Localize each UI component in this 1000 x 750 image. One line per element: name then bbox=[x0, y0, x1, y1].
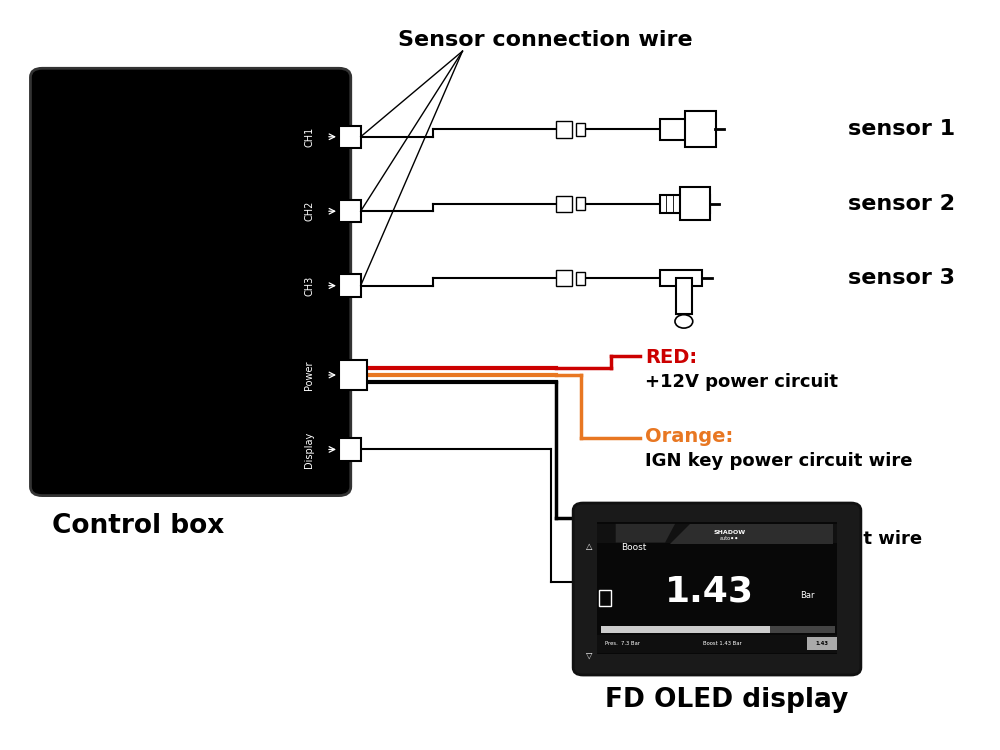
Text: IGN key power circuit wire: IGN key power circuit wire bbox=[645, 452, 913, 470]
Text: Sensor connection wire: Sensor connection wire bbox=[398, 30, 693, 50]
FancyBboxPatch shape bbox=[573, 503, 861, 675]
Text: FD OLED display: FD OLED display bbox=[605, 687, 849, 713]
Bar bbox=[576, 197, 585, 210]
Bar bbox=[339, 438, 361, 460]
Bar bbox=[339, 274, 361, 297]
Text: RED:: RED: bbox=[645, 349, 697, 368]
Text: SHADOW: SHADOW bbox=[714, 530, 746, 535]
Text: sensor 3: sensor 3 bbox=[848, 268, 955, 288]
Bar bbox=[807, 637, 837, 650]
Circle shape bbox=[675, 315, 693, 328]
Text: 1.43: 1.43 bbox=[665, 575, 754, 609]
Text: ▽: ▽ bbox=[586, 651, 592, 660]
Bar bbox=[556, 196, 572, 212]
Text: CH3: CH3 bbox=[304, 275, 314, 296]
Bar bbox=[601, 626, 770, 633]
Text: +12V power circuit: +12V power circuit bbox=[645, 374, 838, 392]
Text: Boost: Boost bbox=[621, 543, 646, 552]
Bar bbox=[597, 524, 837, 542]
Bar bbox=[685, 112, 716, 147]
Bar bbox=[339, 125, 361, 148]
Text: Power: Power bbox=[304, 360, 314, 390]
Text: Bar: Bar bbox=[801, 591, 815, 600]
Text: Pres.  7.3 Bar: Pres. 7.3 Bar bbox=[605, 641, 640, 646]
Text: auto⚫⚫: auto⚫⚫ bbox=[720, 536, 739, 541]
Bar bbox=[576, 272, 585, 285]
Bar bbox=[660, 119, 715, 140]
Bar bbox=[676, 278, 692, 314]
Text: sensor 1: sensor 1 bbox=[848, 119, 955, 140]
Polygon shape bbox=[670, 524, 833, 544]
Bar bbox=[660, 195, 710, 213]
Text: Boost 1.43 Bar: Boost 1.43 Bar bbox=[703, 641, 741, 646]
Bar bbox=[556, 122, 572, 137]
Bar bbox=[597, 523, 837, 654]
Bar bbox=[339, 200, 361, 223]
Text: Display: Display bbox=[304, 431, 314, 467]
Text: CH1: CH1 bbox=[304, 127, 314, 147]
Text: Control box: Control box bbox=[52, 513, 224, 538]
Bar bbox=[597, 634, 837, 652]
Text: △: △ bbox=[586, 542, 592, 550]
Bar bbox=[680, 188, 710, 220]
Bar bbox=[601, 626, 835, 633]
FancyBboxPatch shape bbox=[30, 68, 351, 496]
Bar bbox=[599, 590, 611, 607]
Bar bbox=[576, 123, 585, 136]
Bar bbox=[660, 270, 702, 286]
Text: CH2: CH2 bbox=[304, 201, 314, 221]
Text: Orange:: Orange: bbox=[645, 427, 734, 445]
Text: GND Grounding circuit wire: GND Grounding circuit wire bbox=[645, 530, 922, 548]
Text: BLACK:: BLACK: bbox=[645, 505, 725, 524]
Polygon shape bbox=[616, 524, 675, 542]
Bar bbox=[556, 270, 572, 286]
Text: sensor 2: sensor 2 bbox=[848, 194, 955, 214]
Text: 1.43: 1.43 bbox=[816, 641, 829, 646]
Bar bbox=[339, 360, 367, 390]
